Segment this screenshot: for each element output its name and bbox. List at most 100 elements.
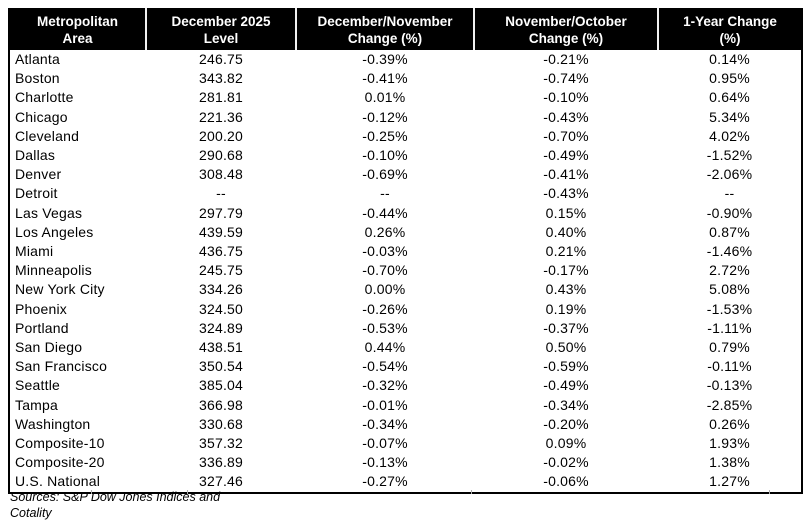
value-cell: 324.50 [198,300,244,317]
value-cell: 330.68 [198,415,244,432]
column-header-nov-oct-change: November/October Change (%) [474,9,659,50]
value-cell: -0.26% [362,300,408,317]
metro-area-cell: San Diego [15,339,83,356]
value-cell: -1.52% [706,147,753,164]
table-row: Miami 436.75 -0.03% 0.21% -1.46% [9,242,802,261]
value-cell: 0.21% [545,243,587,260]
metro-area-cell: Atlanta [15,51,60,67]
metro-area-cell: San Francisco [15,358,108,375]
value-cell: -0.54% [362,358,408,375]
table-row: Charlotte 281.81 0.01% -0.10% 0.64% [9,88,802,107]
table-row: Seattle 385.04 -0.32% -0.49% -0.13% [9,376,802,395]
gridline-stub [471,490,472,494]
table-row: Portland 324.89 -0.53% -0.37% -1.11% [9,319,802,338]
value-cell: 366.98 [198,396,244,413]
value-cell: -0.06% [543,473,589,490]
value-cell: 308.48 [198,166,244,183]
value-cell: -0.12% [362,108,408,125]
value-cell: 200.20 [198,127,244,144]
value-cell: -0.74% [543,70,589,87]
metro-area-cell: Phoenix [15,300,67,317]
value-cell: -0.34% [543,396,589,413]
table-row: Cleveland 200.20 -0.25% -0.70% 4.02% [9,127,802,146]
value-cell: 246.75 [198,51,244,67]
value-cell: 0.44% [364,339,406,356]
value-cell: 290.68 [198,147,244,164]
home-price-index-table: Metropolitan Area December 2025 Level De… [8,8,803,494]
value-cell: -- [380,185,390,202]
value-cell: 0.79% [709,339,750,356]
value-cell: 343.82 [198,70,244,87]
metro-area-cell: Miami [15,243,54,260]
value-cell: -0.17% [543,262,589,279]
value-cell: 4.02% [709,127,750,144]
value-cell: 2.72% [709,262,750,279]
metro-area-cell: Washington [15,415,91,432]
value-cell: 0.01% [364,89,406,106]
table-row: Dallas 290.68 -0.10% -0.49% -1.52% [9,146,802,165]
value-cell: 324.89 [198,319,244,336]
table-row: Washington 330.68 -0.34% -0.20% 0.26% [9,415,802,434]
value-cell: -0.01% [362,396,408,413]
value-cell: 281.81 [198,89,244,106]
table-row: Boston 343.82 -0.41% -0.74% 0.95% [9,69,802,88]
value-cell: 0.40% [545,223,587,240]
value-cell: -0.02% [543,454,589,471]
metro-area-cell: Denver [15,166,62,183]
value-cell: 350.54 [198,358,244,375]
value-cell: 0.43% [545,281,587,298]
metro-area-cell: Chicago [15,108,68,125]
value-cell: 438.51 [198,339,244,356]
value-cell: -1.46% [706,243,753,260]
value-cell: -0.10% [543,89,589,106]
table-row: U.S. National 327.46 -0.27% -0.06% 1.27% [9,472,802,492]
gridline-stub [187,490,188,494]
value-cell: -0.90% [706,204,753,221]
value-cell: -0.34% [362,415,408,432]
metro-area-cell: Detroit [15,185,58,202]
value-cell: 245.75 [198,262,244,279]
table-row: Tampa 366.98 -0.01% -0.34% -2.85% [9,396,802,415]
value-cell: 0.50% [545,339,587,356]
value-cell: -0.43% [543,185,589,202]
value-cell: 385.04 [198,377,244,394]
value-cell: -0.41% [543,166,589,183]
value-cell: -0.37% [543,319,589,336]
metro-area-cell: Seattle [15,377,60,394]
table-row: Las Vegas 297.79 -0.44% 0.15% -0.90% [9,204,802,223]
table-header: Metropolitan Area December 2025 Level De… [9,9,802,50]
value-cell: -0.11% [707,358,752,375]
table-row: Denver 308.48 -0.69% -0.41% -2.06% [9,165,802,184]
value-cell: -0.25% [362,127,408,144]
value-cell: 0.26% [364,223,406,240]
value-cell: -0.49% [543,377,589,394]
metro-area-cell: Tampa [15,396,59,413]
value-cell: 334.26 [198,281,244,298]
table-row: Minneapolis 245.75 -0.70% -0.17% 2.72% [9,261,802,280]
table-row: San Francisco 350.54 -0.54% -0.59% -0.11% [9,357,802,376]
value-cell: 0.00% [364,281,406,298]
value-cell: -2.06% [706,166,753,183]
header-row: Metropolitan Area December 2025 Level De… [9,9,802,50]
value-cell: -0.49% [543,147,589,164]
value-cell: -0.10% [362,147,408,164]
value-cell: 0.09% [545,435,587,452]
value-cell: -1.53% [706,300,753,317]
value-cell: -0.43% [543,108,589,125]
table-row: Atlanta 246.75 -0.39% -0.21% 0.14% [9,50,802,69]
metro-area-cell: Charlotte [15,89,74,106]
value-cell: -0.32% [362,377,408,394]
table-row: Detroit -- -- -0.43% -- [9,184,802,203]
value-cell: -- [724,185,735,202]
source-note-line2: Cotality [10,505,52,520]
table-row: San Diego 438.51 0.44% 0.50% 0.79% [9,338,802,357]
value-cell: -0.27% [362,473,408,490]
metro-area-cell: Boston [15,70,60,87]
value-cell: 1.27% [709,473,750,490]
value-cell: 221.36 [198,108,244,125]
value-cell: -0.20% [543,415,589,432]
value-cell: 0.87% [709,223,750,240]
value-cell: 5.34% [709,108,750,125]
value-cell: -0.53% [362,319,408,336]
metro-area-cell: Composite-20 [15,454,105,471]
